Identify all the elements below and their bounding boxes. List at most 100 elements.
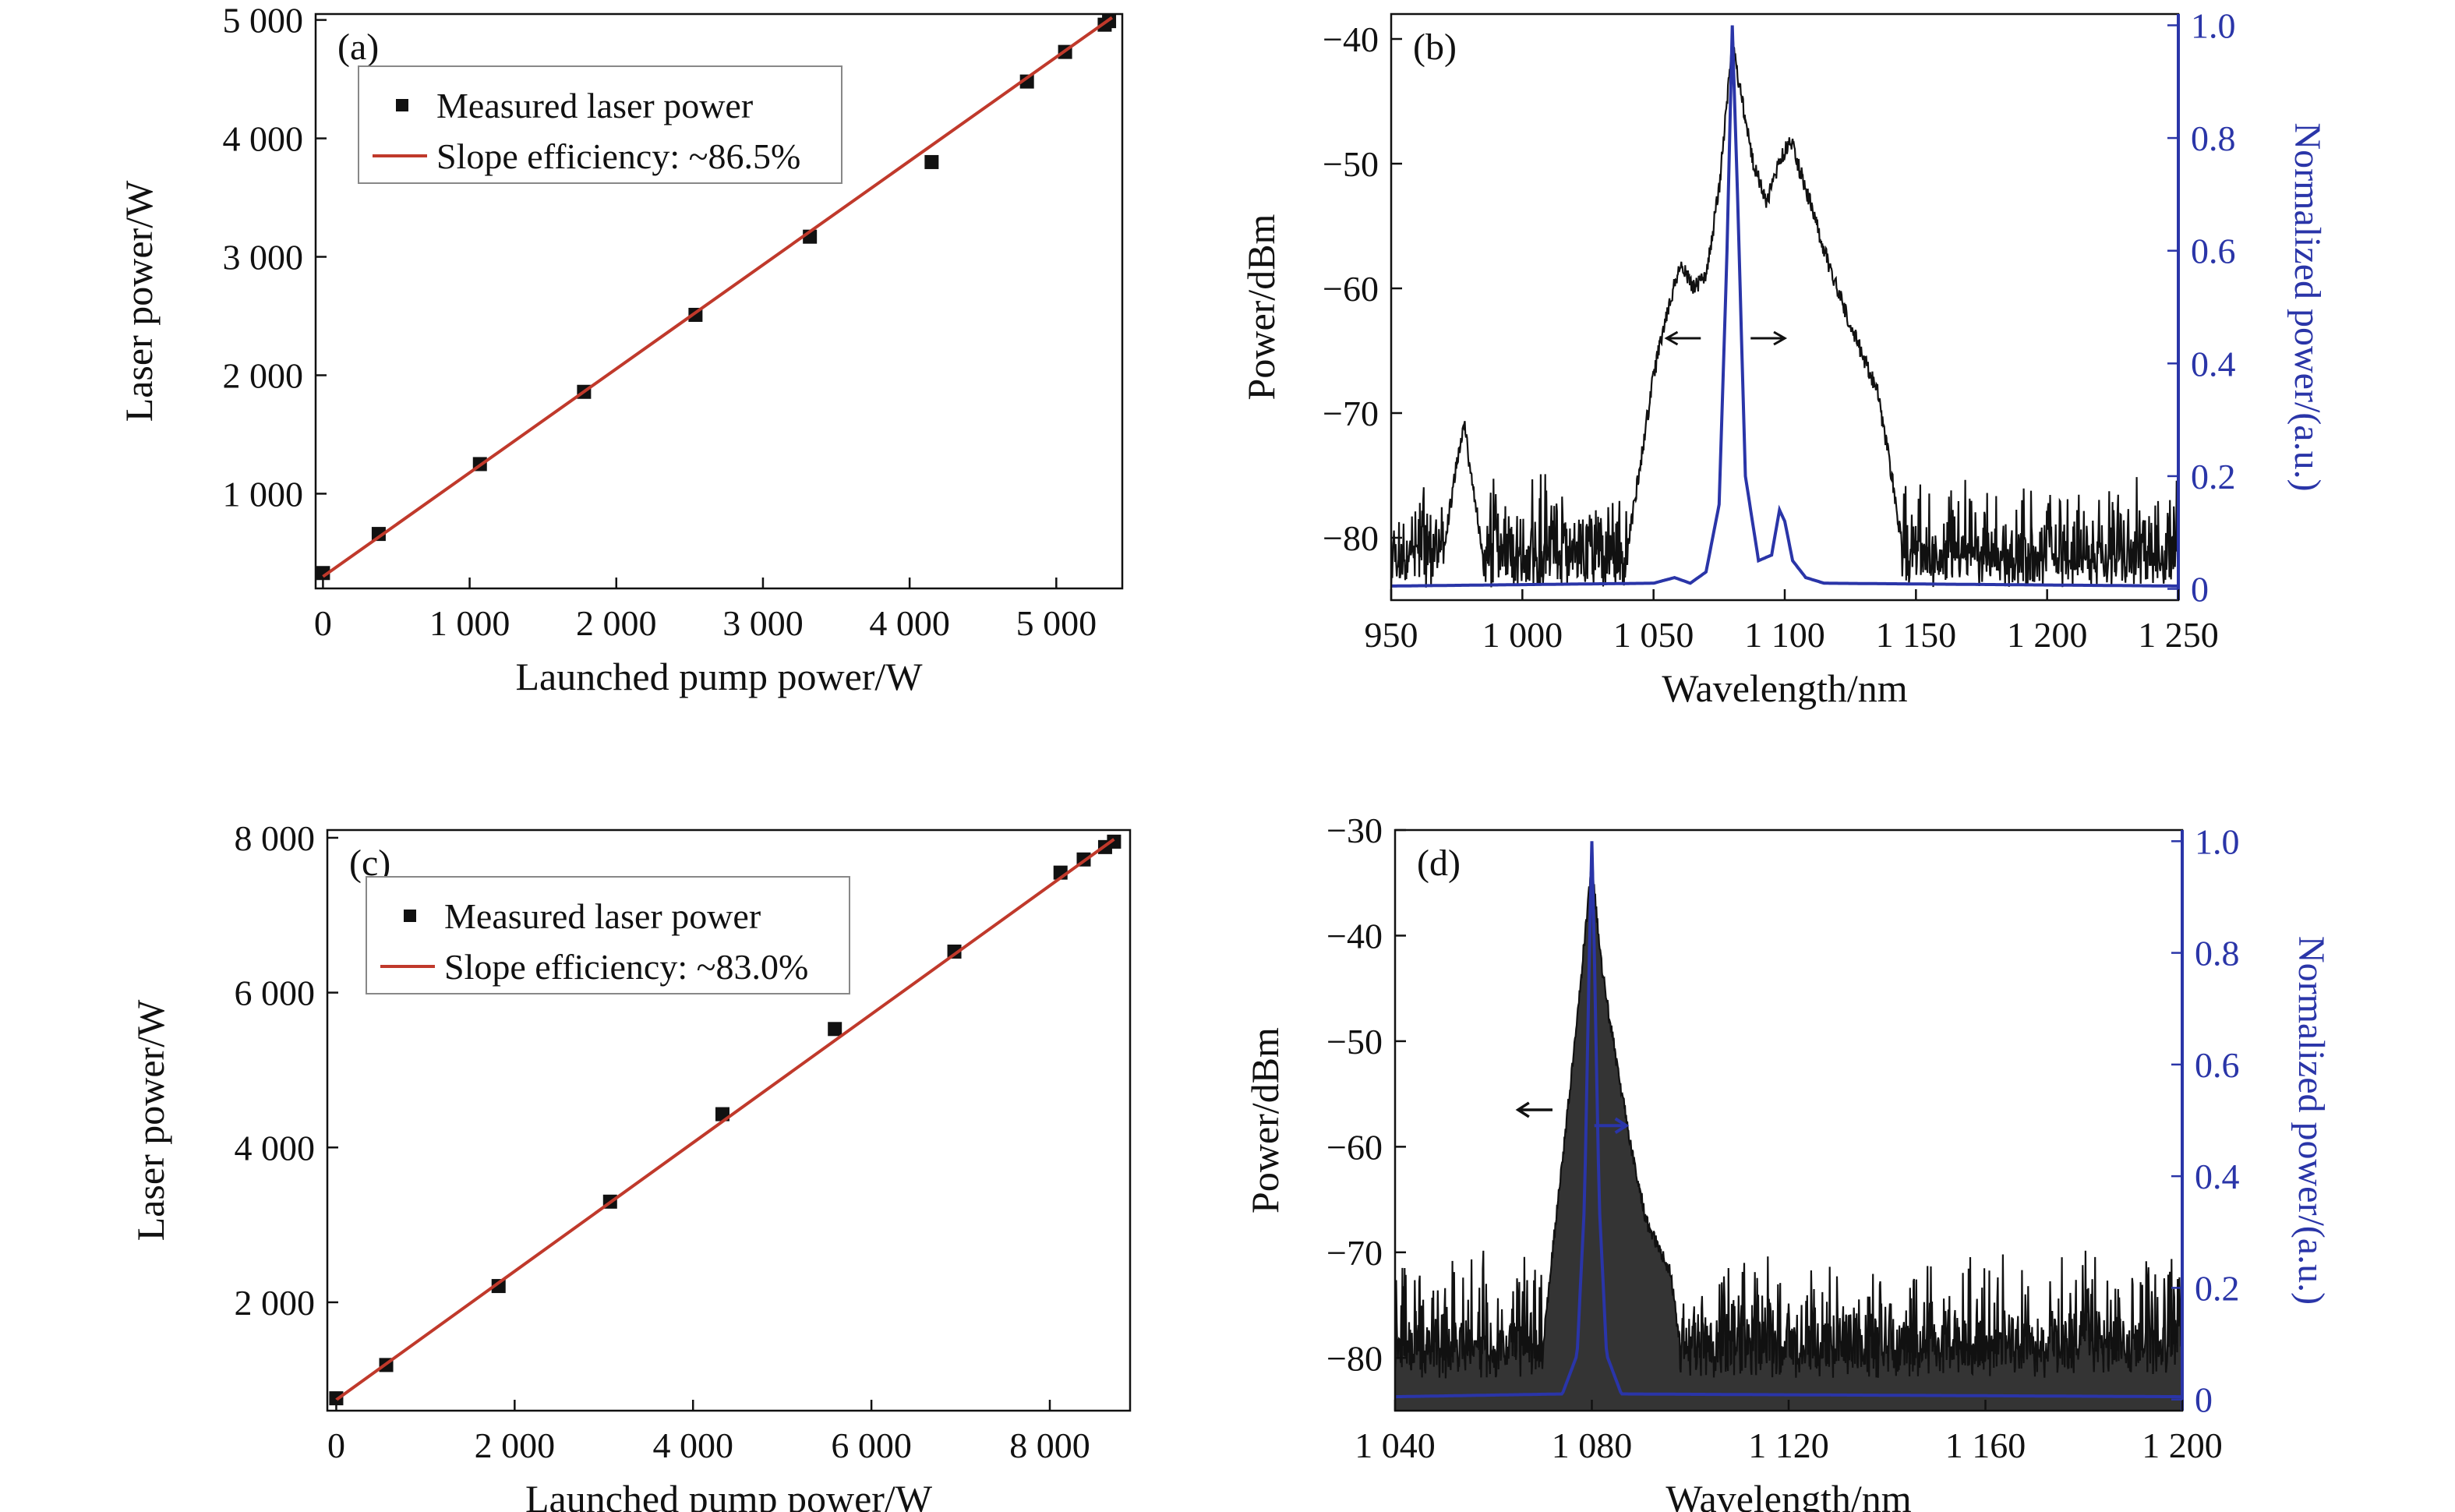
panel-label: (d)	[1417, 843, 1461, 884]
data-point	[316, 566, 330, 581]
x-tick-label: 3 000	[722, 603, 804, 643]
y-tick-label: −60	[1323, 269, 1379, 309]
y2-tick-label: 0.8	[2195, 934, 2240, 973]
legend-box	[358, 65, 842, 184]
y-tick-label: −50	[1323, 144, 1379, 184]
legend-label: Slope efficiency: ~86.5%	[436, 136, 800, 176]
y2-tick-label: 0.6	[2191, 231, 2236, 271]
y2-tick-label: 0.6	[2195, 1045, 2240, 1085]
y-tick-label: −50	[1326, 1022, 1383, 1062]
plot-frame	[314, 12, 1124, 590]
y-tick-label: −70	[1326, 1233, 1383, 1273]
x-tick-label: 1 100	[1744, 615, 1825, 655]
y-tick-label: 2 000	[223, 355, 304, 395]
x-tick-label: 1 000	[1482, 615, 1563, 655]
y-axis-label: Laser power/W	[117, 180, 161, 422]
x-axis-label: Launched pump power/W	[525, 1477, 933, 1512]
y-tick-label: 4 000	[223, 119, 304, 159]
x-axis-label: Wavelength/nm	[1666, 1477, 1911, 1512]
x-axis-label: Launched pump power/W	[515, 655, 923, 698]
x-tick-label: 1 120	[1748, 1425, 1829, 1465]
x-tick-label: 1 080	[1552, 1425, 1633, 1465]
x-tick-label: 950	[1365, 615, 1418, 655]
y2-tick-label: 0	[2195, 1380, 2213, 1420]
y-tick-label: 4 000	[235, 1128, 316, 1168]
fit-line	[322, 16, 1113, 578]
y-tick-label: −80	[1323, 518, 1379, 558]
y-axis-label: Power/dBm	[1239, 214, 1283, 400]
y-tick-label: 5 000	[223, 1, 304, 41]
y2-axis-label: Normalized power/(a.u.)	[2287, 122, 2328, 491]
y-tick-label: 1 000	[223, 474, 304, 514]
x-tick-label: 1 000	[429, 603, 510, 643]
y2-tick-label: 0.2	[2195, 1268, 2240, 1308]
x-tick-label: 2 000	[576, 603, 657, 643]
panel-label: (b)	[1413, 26, 1457, 68]
y-tick-label: 8 000	[235, 818, 316, 858]
y-tick-label: −40	[1326, 916, 1383, 956]
x-tick-label: 0	[327, 1425, 345, 1465]
panel-d: 1 040 1 080 1 120 1 160 1 200 −80 −70 −60 −50 −40…	[1243, 811, 2332, 1512]
y-tick-label: −40	[1323, 19, 1379, 59]
y2-tick-label: 0.2	[2191, 457, 2236, 496]
x-tick-label: 4 000	[652, 1425, 733, 1465]
y-tick-label: −30	[1326, 811, 1383, 850]
legend-marker	[396, 99, 408, 111]
legend: Measured laser power Slope efficiency: ~8…	[366, 876, 850, 994]
x-tick-label: 0	[314, 603, 332, 643]
x-tick-label: 4 000	[869, 603, 950, 643]
y2-axis-label: Normalized power/(a.u.)	[2291, 936, 2332, 1305]
y2-tick-label: 0.4	[2191, 344, 2236, 383]
data-point	[371, 527, 386, 542]
y2-tick-label: 0.8	[2191, 118, 2236, 158]
legend: Measured laser power Slope efficiency: ~8…	[358, 65, 842, 184]
x-tick-label: 5 000	[1016, 603, 1097, 643]
spectrum-fill	[1395, 866, 2182, 1411]
y2-tick-label: 0	[2191, 570, 2209, 609]
data-point	[924, 154, 939, 169]
data-point	[1107, 834, 1122, 849]
panel-label: (a)	[337, 26, 379, 68]
y2-tick-label: 1.0	[2191, 5, 2236, 45]
fit-line	[335, 838, 1115, 1401]
plot-frame	[326, 828, 1132, 1412]
y-tick-label: −70	[1323, 394, 1379, 433]
x-tick-label: 1 250	[2138, 615, 2219, 655]
spectrum-normalized-line	[1395, 841, 2182, 1399]
legend-marker	[404, 910, 416, 922]
x-tick-label: 1 040	[1355, 1425, 1436, 1465]
x-tick-label: 1 200	[2007, 615, 2088, 655]
panel-c: 0 2 000 4 000 6 000 8 000 2 000 4 000 6 000 8 00…	[129, 818, 1132, 1512]
y2-tick-label: 0.4	[2195, 1157, 2240, 1196]
x-tick-label: 6 000	[831, 1425, 912, 1465]
legend-label: Measured laser power	[444, 896, 761, 936]
x-tick-label: 1 200	[2142, 1425, 2223, 1465]
arrow-head	[1773, 330, 1788, 346]
y2-tick-label: 1.0	[2195, 821, 2240, 861]
data-point	[828, 1022, 842, 1037]
spectrum-dbm-line	[1391, 31, 2178, 588]
arrow-head	[1614, 1117, 1630, 1134]
x-tick-label: 2 000	[475, 1425, 556, 1465]
x-tick-label: 1 050	[1613, 615, 1694, 655]
x-tick-label: 1 160	[1945, 1425, 2026, 1465]
y-axis-label: Laser power/W	[129, 999, 172, 1241]
y-tick-label: −80	[1326, 1338, 1383, 1378]
spectrum-dbm-line	[1395, 866, 2182, 1379]
spectrum-normalized-line	[1391, 25, 2178, 588]
y-tick-label: 3 000	[223, 238, 304, 277]
y-tick-label: −60	[1326, 1127, 1383, 1167]
y-tick-label: 2 000	[235, 1283, 316, 1323]
legend-label: Slope efficiency: ~83.0%	[444, 947, 808, 987]
x-tick-label: 1 150	[1876, 615, 1957, 655]
data-point	[1019, 74, 1034, 89]
panel-b: 950 1 000 1 050 1 100 1 150 1 200 1 250 −80 −70 −…	[1239, 5, 2328, 710]
arrow-head	[1664, 330, 1679, 346]
panel-a: 0 1 000 2 000 3 000 4 000 5 000 1 000 2 000 3 00…	[117, 1, 1124, 698]
x-tick-label: 8 000	[1009, 1425, 1090, 1465]
data-point	[491, 1279, 506, 1294]
arrow-head	[1515, 1101, 1530, 1118]
y-axis-label: Power/dBm	[1243, 1027, 1287, 1213]
legend-label: Measured laser power	[436, 86, 753, 125]
